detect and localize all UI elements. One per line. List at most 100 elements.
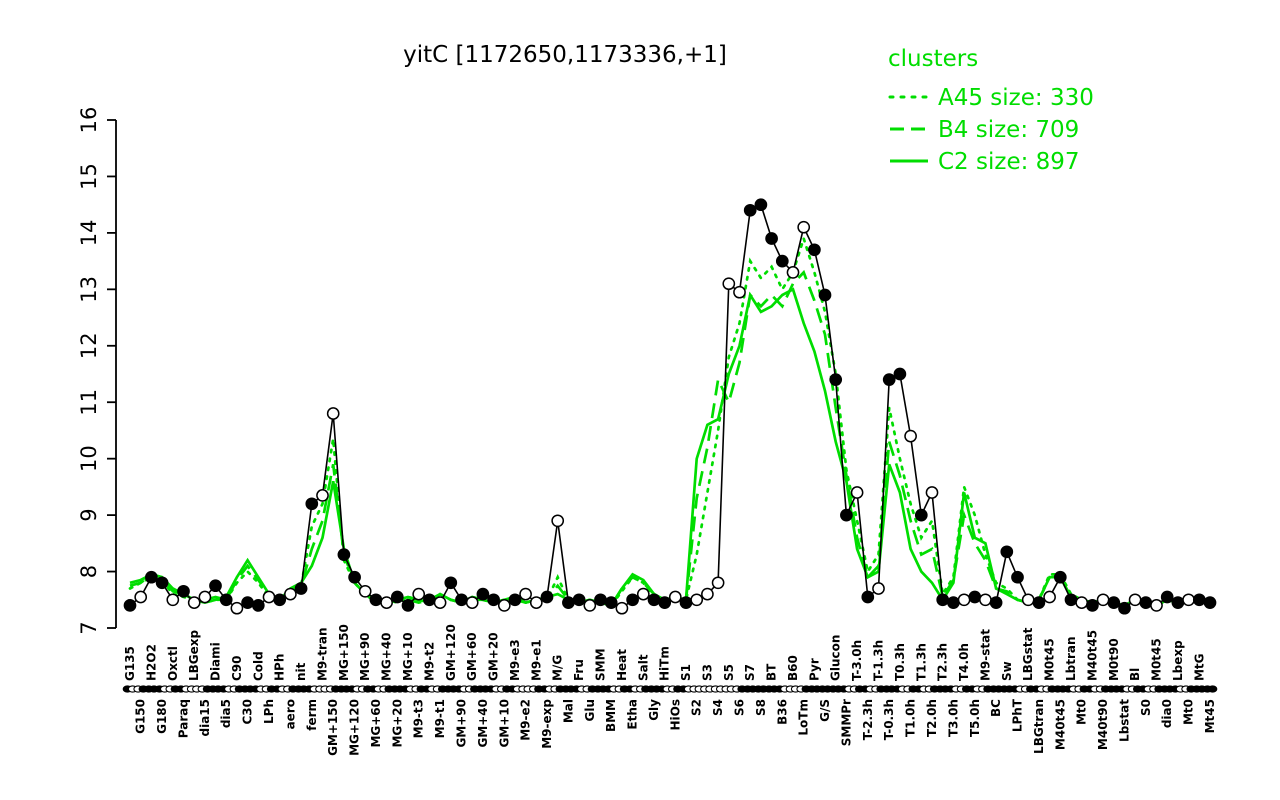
x-label: T-1.3h xyxy=(872,640,886,681)
x-label: HiOs xyxy=(668,699,682,731)
x-label: GM+90 xyxy=(454,699,468,748)
y-tick-label: 11 xyxy=(77,389,101,416)
data-point-marker xyxy=(957,593,971,607)
x-label: B60 xyxy=(786,655,800,681)
data-point-marker xyxy=(380,596,393,609)
x-label: Sw xyxy=(1000,661,1014,681)
data-point-marker xyxy=(636,587,650,601)
data-point-marker xyxy=(369,593,383,607)
x-label: dia0 xyxy=(1160,699,1174,728)
data-point-marker xyxy=(390,590,404,604)
y-tick-label: 14 xyxy=(77,220,101,247)
y-tick-label: 8 xyxy=(77,565,101,578)
x-label: Mal xyxy=(561,699,575,723)
x-label: MG+40 xyxy=(380,632,394,681)
data-point-marker xyxy=(1000,545,1014,559)
data-point-marker xyxy=(1043,590,1056,604)
x-label: Glu xyxy=(583,699,597,722)
x-label: GM+120 xyxy=(444,624,458,681)
data-point-marker xyxy=(765,232,778,245)
x-label: S6 xyxy=(733,699,747,716)
data-point-marker xyxy=(850,486,864,499)
chart-title: yitC [1172650,1173336,+1] xyxy=(403,42,727,68)
data-point-marker xyxy=(1203,596,1217,609)
y-tick-label: 16 xyxy=(77,107,101,134)
x-label: HPh xyxy=(273,654,287,681)
data-point-marker xyxy=(1011,570,1024,584)
x-label: T-2.3h xyxy=(861,699,875,740)
data-point-marker xyxy=(348,570,361,584)
x-label: GM+60 xyxy=(465,632,479,681)
data-point-marker xyxy=(1021,593,1035,607)
data-point-marker xyxy=(572,593,586,607)
data-point-marker xyxy=(337,548,351,561)
data-point-marker xyxy=(1182,593,1195,607)
data-point-marker xyxy=(529,596,543,609)
x-label: Mt45 xyxy=(1203,699,1217,733)
data-point-marker xyxy=(358,584,372,598)
data-point-marker xyxy=(1096,593,1110,607)
data-point-marker xyxy=(658,596,672,609)
series-layer xyxy=(123,198,1217,615)
data-point-marker xyxy=(701,587,714,601)
data-point-marker xyxy=(123,599,137,612)
data-point-marker xyxy=(604,596,618,609)
x-label: BC xyxy=(989,699,1003,717)
data-point-marker xyxy=(872,582,885,595)
data-point-marker xyxy=(989,596,1003,609)
x-label: M40t45 xyxy=(1053,699,1067,750)
legend-title: clusters xyxy=(888,46,978,72)
x-label: M0t45 xyxy=(1150,638,1164,681)
data-point-marker xyxy=(562,596,575,609)
x-label: Mt0 xyxy=(1075,699,1089,725)
data-point-marker xyxy=(134,590,148,604)
data-point-marker xyxy=(508,593,522,607)
data-point-marker xyxy=(241,596,254,609)
x-label: M9-tran xyxy=(315,627,329,681)
x-label: nit xyxy=(294,662,308,681)
x-label: LBGtran xyxy=(1032,699,1046,754)
x-label: S1 xyxy=(679,664,693,681)
x-label: MG+20 xyxy=(390,699,404,748)
legend-entry-b4: B4 size: 709 xyxy=(890,117,1079,143)
x-label: Lbtran xyxy=(1064,636,1078,681)
data-point-marker xyxy=(711,576,725,590)
x-label: dia5 xyxy=(219,699,233,728)
data-point-marker xyxy=(284,587,297,601)
x-label: T0.3h xyxy=(893,643,907,681)
x-label: G180 xyxy=(155,699,169,734)
data-point-marker xyxy=(594,593,607,607)
x-axis-labels: G135 G150 H2O2 G180 Oxctl Paraq LBGexp dia15 Dia… xyxy=(123,624,1217,756)
x-label: T4.0h xyxy=(957,643,971,681)
y-tick-label: 15 xyxy=(77,163,101,190)
data-point-marker xyxy=(476,587,490,601)
data-point-marker xyxy=(786,266,800,279)
data-point-marker xyxy=(1171,596,1185,609)
legend-entry-label: A45 size: 330 xyxy=(938,85,1094,111)
x-label: MG+90 xyxy=(358,632,372,681)
x-label: BT xyxy=(765,663,779,681)
data-point-marker xyxy=(775,254,789,268)
x-label: aero xyxy=(283,699,297,729)
data-point-marker xyxy=(1032,596,1046,609)
data-point-marker xyxy=(294,582,308,595)
y-tick-label: 10 xyxy=(77,445,101,472)
data-point-marker xyxy=(326,407,340,420)
data-point-marker xyxy=(1064,593,1078,607)
x-label: GM+150 xyxy=(326,699,340,756)
x-label: Cold xyxy=(251,651,265,681)
x-label: T-3.0h xyxy=(850,640,864,681)
x-label: M/G xyxy=(551,655,565,681)
data-point-marker xyxy=(423,593,436,607)
x-label: M9-t1 xyxy=(433,699,447,738)
x-label: C30 xyxy=(241,699,255,725)
x-label: M9-t2 xyxy=(422,642,436,681)
data-point-marker xyxy=(936,593,950,607)
x-label: C90 xyxy=(230,655,244,681)
x-label: Heat xyxy=(615,649,629,681)
data-point-marker xyxy=(647,593,661,607)
x-label: G135 xyxy=(123,646,137,681)
x-label: M0t90 xyxy=(1107,638,1121,681)
y-tick-label: 12 xyxy=(77,332,101,359)
